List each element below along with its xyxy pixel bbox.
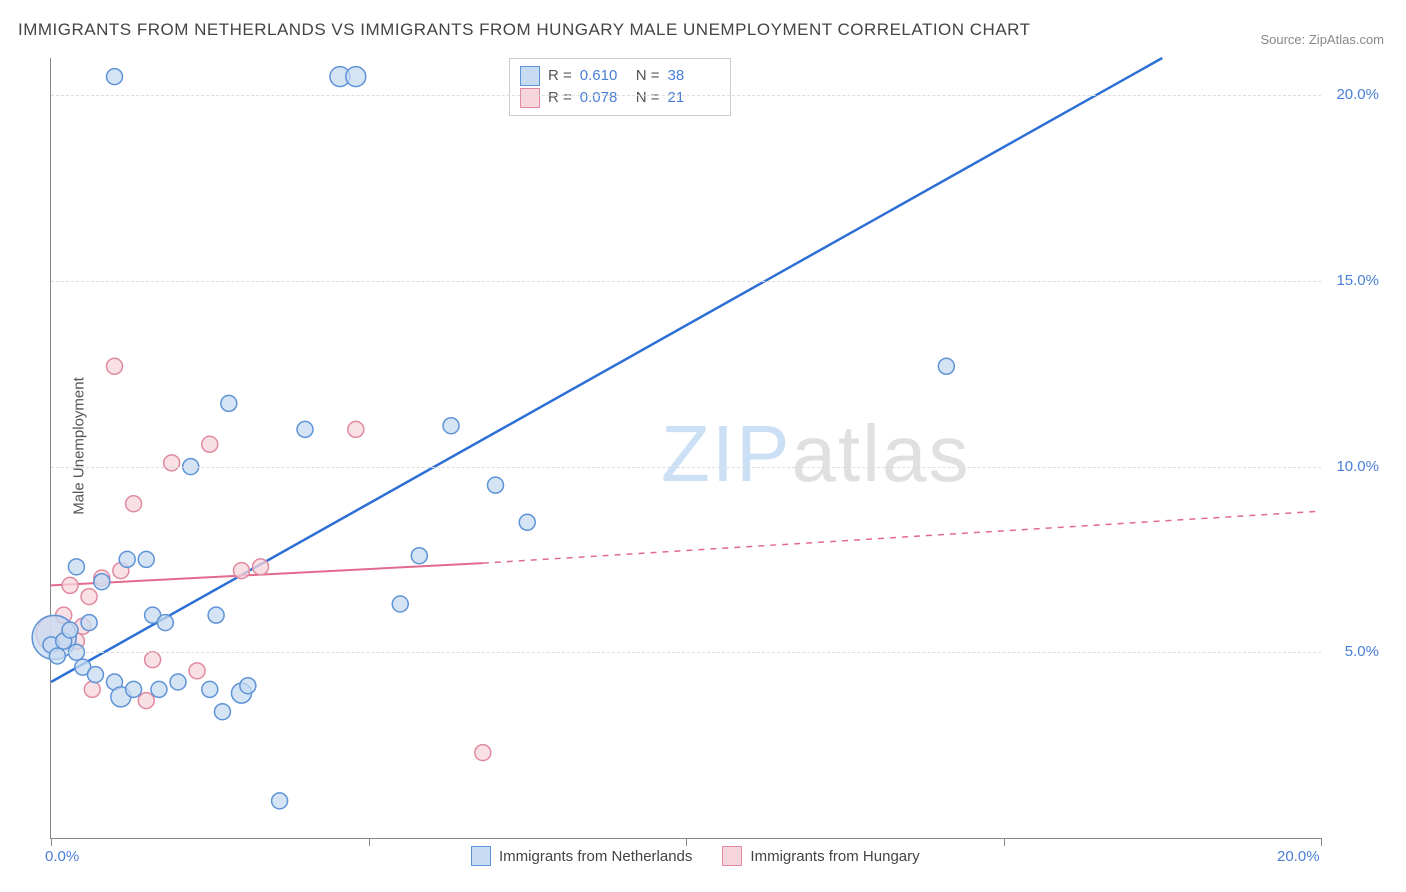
point-hungary (234, 563, 250, 579)
point-netherlands (240, 678, 256, 694)
stats-row-b: R = 0.078 N = 21 (520, 87, 716, 109)
point-netherlands (221, 395, 237, 411)
chart-title: IMMIGRANTS FROM NETHERLANDS VS IMMIGRANT… (18, 20, 1031, 40)
point-netherlands (107, 69, 123, 85)
trendline-netherlands (51, 58, 1162, 682)
n-label-b: N = (636, 87, 660, 109)
y-tick-label: 15.0% (1336, 272, 1379, 289)
legend-label-netherlands: Immigrants from Netherlands (499, 848, 692, 865)
r-value-b: 0.078 (580, 87, 628, 109)
source-label: Source: ZipAtlas.com (1260, 32, 1384, 47)
n-value-b: 21 (668, 87, 716, 109)
x-tick-label: 0.0% (45, 848, 79, 865)
point-netherlands (214, 704, 230, 720)
plot-area: ZIPatlas R = 0.610 N = 38 R = 0.078 N = … (50, 58, 1321, 839)
gridline-h (51, 281, 1321, 282)
x-tick (686, 838, 687, 846)
x-tick (1004, 838, 1005, 846)
point-netherlands (87, 667, 103, 683)
point-netherlands (443, 418, 459, 434)
point-netherlands (68, 559, 84, 575)
point-netherlands (49, 648, 65, 664)
swatch-hungary (520, 88, 540, 108)
point-netherlands (81, 615, 97, 631)
swatch-hungary-icon (722, 846, 742, 866)
point-hungary (202, 436, 218, 452)
legend-label-hungary: Immigrants from Hungary (750, 848, 919, 865)
swatch-netherlands (520, 66, 540, 86)
point-hungary (126, 496, 142, 512)
swatch-netherlands-icon (471, 846, 491, 866)
point-netherlands (411, 548, 427, 564)
stats-row-a: R = 0.610 N = 38 (520, 65, 716, 87)
point-netherlands (297, 421, 313, 437)
bottom-legend: Immigrants from Netherlands Immigrants f… (471, 846, 920, 866)
point-hungary (107, 358, 123, 374)
point-netherlands (94, 574, 110, 590)
chart-svg (51, 58, 1321, 838)
point-hungary (145, 652, 161, 668)
x-tick (1321, 838, 1322, 846)
r-label-b: R = (548, 87, 572, 109)
point-hungary (138, 693, 154, 709)
point-hungary (189, 663, 205, 679)
point-netherlands (151, 681, 167, 697)
gridline-h (51, 467, 1321, 468)
point-netherlands (157, 615, 173, 631)
point-hungary (475, 745, 491, 761)
n-value-a: 38 (668, 65, 716, 87)
point-hungary (81, 589, 97, 605)
point-hungary (62, 577, 78, 593)
point-netherlands (126, 681, 142, 697)
r-value-a: 0.610 (580, 65, 628, 87)
gridline-h (51, 95, 1321, 96)
n-label-a: N = (636, 65, 660, 87)
y-tick-label: 20.0% (1336, 86, 1379, 103)
point-netherlands (519, 514, 535, 530)
point-netherlands (488, 477, 504, 493)
chart-container: IMMIGRANTS FROM NETHERLANDS VS IMMIGRANT… (0, 0, 1406, 892)
point-netherlands (938, 358, 954, 374)
point-netherlands (346, 67, 366, 87)
point-netherlands (62, 622, 78, 638)
x-tick (51, 838, 52, 846)
point-hungary (253, 559, 269, 575)
y-tick-label: 5.0% (1345, 643, 1379, 660)
point-hungary (348, 421, 364, 437)
point-hungary (164, 455, 180, 471)
x-tick-label: 20.0% (1277, 848, 1320, 865)
point-hungary (84, 681, 100, 697)
point-netherlands (138, 551, 154, 567)
point-netherlands (170, 674, 186, 690)
gridline-h (51, 652, 1321, 653)
point-netherlands (272, 793, 288, 809)
point-netherlands (392, 596, 408, 612)
r-label-a: R = (548, 65, 572, 87)
trendline-hungary-dashed (483, 511, 1321, 563)
x-tick (369, 838, 370, 846)
legend-item-hungary: Immigrants from Hungary (722, 846, 919, 866)
point-netherlands (202, 681, 218, 697)
legend-item-netherlands: Immigrants from Netherlands (471, 846, 692, 866)
y-tick-label: 10.0% (1336, 458, 1379, 475)
point-netherlands (208, 607, 224, 623)
stats-legend-box: R = 0.610 N = 38 R = 0.078 N = 21 (509, 58, 731, 116)
point-netherlands (119, 551, 135, 567)
